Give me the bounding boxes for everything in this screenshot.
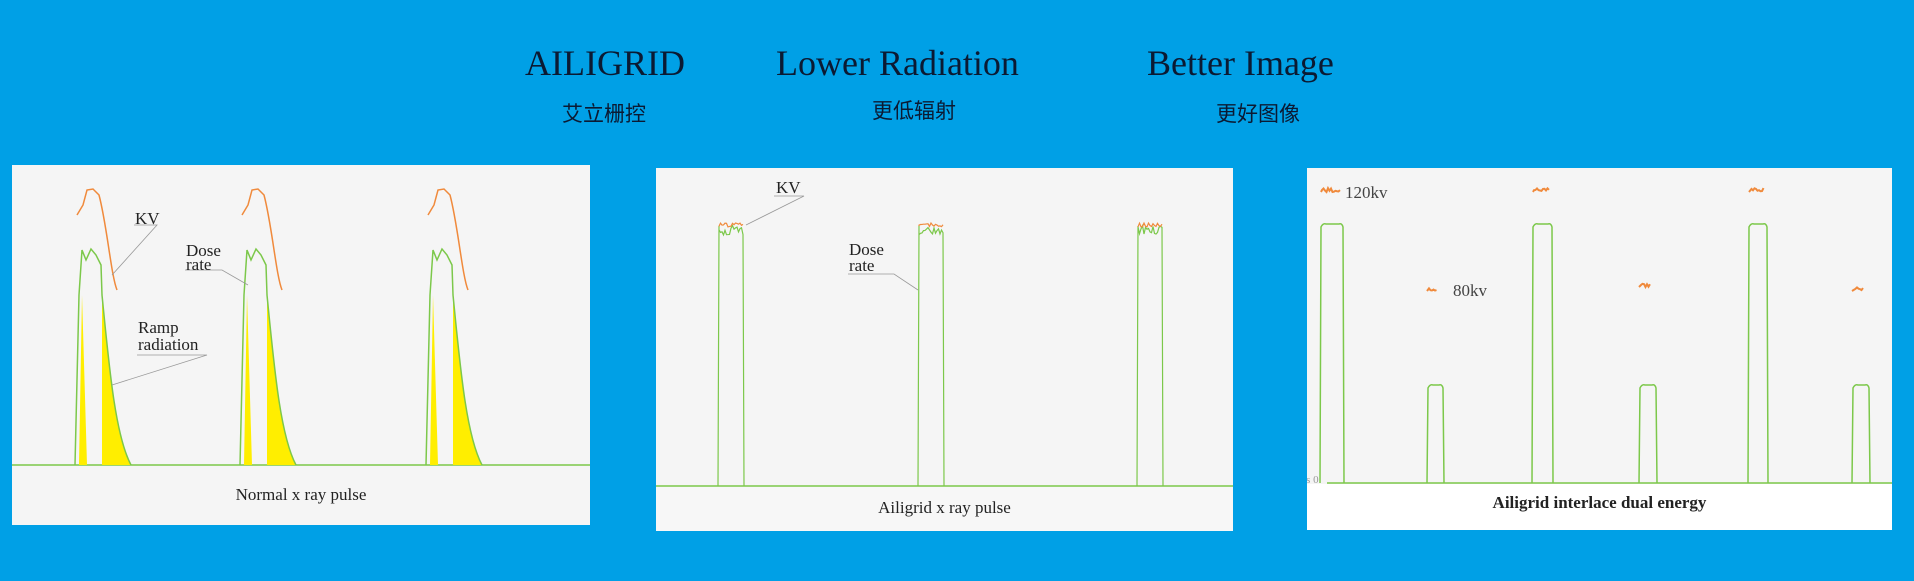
kv-trace (719, 223, 743, 227)
normal-pulse-waveform (12, 165, 590, 525)
ramp-fill-rise (244, 295, 252, 465)
caption: Normal x ray pulse (12, 485, 590, 505)
kv-marker (1533, 188, 1549, 192)
label-dose-rate-2: rate (849, 258, 874, 273)
panel-ailigrid-pulse: KV Dose rate Ailigrid x ray pulse (656, 168, 1233, 531)
label-kv: KV (135, 211, 160, 226)
dose-rate-pulse (1320, 224, 1344, 483)
panel-dual-energy: 120kv 80kv /s 0 Ailigrid interlace dual … (1307, 168, 1892, 530)
ramp-fill-fall (453, 295, 482, 465)
label-80kv: 80kv (1453, 283, 1487, 298)
kv-curve (242, 189, 282, 290)
label-ramp-2: radiation (138, 337, 198, 352)
dose-leader (848, 274, 918, 290)
title-lower-radiation: Lower Radiation (776, 42, 1019, 84)
ramp-fill-fall (267, 295, 296, 465)
axis-zero-label: /s 0 (1307, 473, 1319, 488)
dose-rate-pulse (718, 226, 744, 486)
kv-trace (919, 223, 943, 227)
dual-energy-waveform (1307, 168, 1892, 530)
caption: Ailigrid x ray pulse (656, 498, 1233, 518)
kv-curve (428, 189, 468, 290)
panel-normal-pulse: KV Dose rate Ramp radiation Normal x ray… (12, 165, 590, 525)
dose-rate-pulse (1748, 224, 1768, 483)
subtitle-better-image: 更好图像 (1216, 98, 1300, 128)
dose-rate-pulse (918, 226, 944, 486)
dose-rate-pulse (1427, 385, 1444, 483)
dose-rate-pulse (1639, 385, 1657, 483)
kv-marker (1427, 288, 1437, 291)
title-ailigrid: AILIGRID (525, 42, 685, 84)
kv-leader (746, 196, 804, 225)
kv-marker (1749, 188, 1764, 192)
kv-marker (1321, 188, 1340, 192)
ramp-fill-rise (430, 295, 438, 465)
ramp-leader (112, 355, 207, 385)
label-120kv: 120kv (1345, 185, 1388, 200)
kv-marker (1852, 287, 1863, 291)
caption: Ailigrid interlace dual energy (1307, 493, 1892, 513)
kv-leader (112, 225, 157, 275)
subtitle-lower-radiation: 更低辐射 (872, 95, 956, 125)
subtitle-ailigrid: 艾立栅控 (562, 98, 646, 128)
label-ramp-1: Ramp (138, 320, 179, 335)
kv-trace (1138, 223, 1162, 227)
kv-marker (1639, 284, 1650, 287)
label-dose-rate-1: Dose (849, 242, 884, 257)
label-dose-rate-2: rate (186, 257, 211, 272)
dose-rate-pulse (1532, 224, 1553, 483)
dose-rate-pulse (1852, 385, 1870, 483)
ramp-fill-rise (79, 295, 87, 465)
ailigrid-pulse-waveform (656, 168, 1233, 531)
label-kv: KV (776, 180, 801, 195)
dose-rate-pulse (1137, 226, 1163, 486)
kv-curve (77, 189, 117, 290)
title-better-image: Better Image (1147, 42, 1334, 84)
